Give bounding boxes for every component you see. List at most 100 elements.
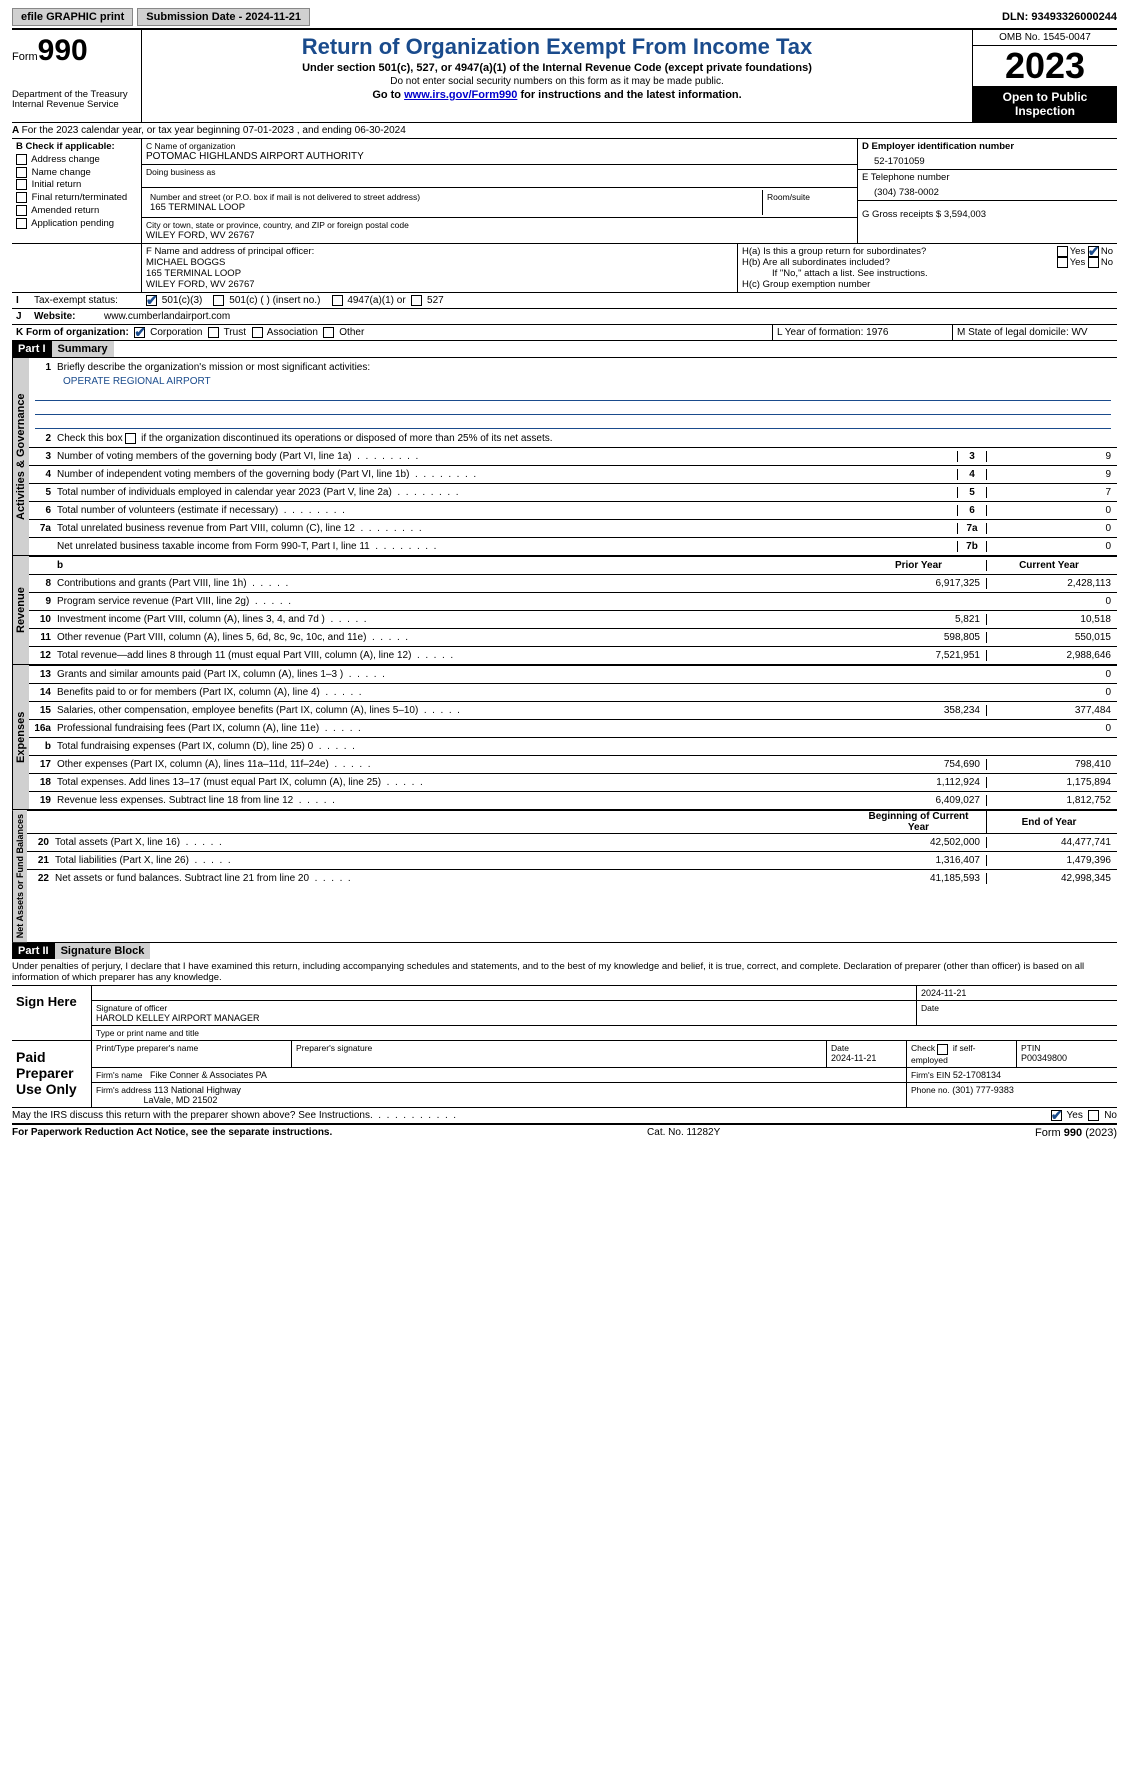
- type-name-label: Type or print name and title: [92, 1026, 1117, 1040]
- section-j: J Website: www.cumberlandairport.com: [12, 309, 1117, 325]
- website-value: www.cumberlandairport.com: [100, 309, 1117, 324]
- checkbox-address-change[interactable]: [16, 154, 27, 165]
- officer-city: WILEY FORD, WV 26767: [146, 279, 733, 290]
- summary-row: 9Program service revenue (Part VIII, lin…: [29, 592, 1117, 610]
- opt-corp: Corporation: [150, 327, 202, 338]
- org-info-grid: B Check if applicable: Address change Na…: [12, 139, 1117, 244]
- checkbox-501c[interactable]: [213, 295, 224, 306]
- ptin-value: P00349800: [1021, 1053, 1067, 1063]
- summary-row: 12Total revenue—add lines 8 through 11 (…: [29, 646, 1117, 664]
- checkbox-assoc[interactable]: [252, 327, 263, 338]
- opt-4947: 4947(a)(1) or: [347, 295, 405, 306]
- lbl-app-pending: Application pending: [31, 218, 114, 229]
- checkbox-amended[interactable]: [16, 205, 27, 216]
- state-domicile: M State of legal domicile: WV: [952, 325, 1117, 340]
- opt-501c: 501(c) ( ) (insert no.): [229, 295, 320, 306]
- sign-here-block: Sign Here 2024-11-21 Signature of office…: [12, 985, 1117, 1040]
- checkbox-corp[interactable]: [134, 327, 145, 338]
- section-c: C Name of organization POTOMAC HIGHLANDS…: [142, 139, 857, 243]
- lbl-amended: Amended return: [31, 205, 99, 216]
- checkbox-hb-no[interactable]: [1088, 257, 1099, 268]
- goto-post: for instructions and the latest informat…: [517, 89, 741, 101]
- form-header: Form990 Department of the Treasury Inter…: [12, 30, 1117, 123]
- dba-label: Doing business as: [146, 167, 853, 177]
- irs-no: No: [1104, 1110, 1117, 1121]
- ssn-warning: Do not enter social security numbers on …: [150, 76, 964, 87]
- ha-yes: Yes: [1070, 246, 1086, 257]
- part2-title: Signature Block: [55, 943, 151, 959]
- summary-row: bTotal fundraising expenses (Part IX, co…: [29, 737, 1117, 755]
- firm-name-label: Firm's name: [96, 1070, 143, 1080]
- summary-row: 22Net assets or fund balances. Subtract …: [27, 869, 1117, 887]
- checkbox-4947[interactable]: [332, 295, 343, 306]
- sig-officer-label: Signature of officer: [96, 1003, 912, 1013]
- part1-title: Summary: [52, 341, 114, 357]
- checkbox-527[interactable]: [411, 295, 422, 306]
- submission-date: Submission Date - 2024-11-21: [137, 8, 310, 26]
- l1-desc: Briefly describe the organization's miss…: [55, 361, 1117, 374]
- checkbox-initial-return[interactable]: [16, 179, 27, 190]
- vtab-expenses: Expenses: [12, 665, 29, 809]
- opt-501c3: 501(c)(3): [162, 295, 203, 306]
- sec-b-header: B Check if applicable:: [16, 141, 137, 154]
- part1-header-row: Part ISummary: [12, 341, 1117, 357]
- summary-row: 18Total expenses. Add lines 13–17 (must …: [29, 773, 1117, 791]
- officer-street: 165 TERMINAL LOOP: [146, 268, 733, 279]
- summary-row: 19Revenue less expenses. Subtract line 1…: [29, 791, 1117, 809]
- irs-yes: Yes: [1067, 1110, 1083, 1121]
- part2-hdr: Part II: [12, 943, 55, 959]
- checkbox-name-change[interactable]: [16, 167, 27, 178]
- checkbox-hb-yes[interactable]: [1057, 257, 1068, 268]
- lbl-name-change: Name change: [32, 167, 91, 178]
- phone-label: E Telephone number: [862, 172, 1113, 183]
- ptin-label: PTIN: [1021, 1043, 1040, 1053]
- gross-receipts: G Gross receipts $ 3,594,003: [862, 203, 1113, 220]
- officer-name: MICHAEL BOGGS: [146, 257, 733, 268]
- mission-line: [35, 415, 1111, 429]
- checkbox-trust[interactable]: [208, 327, 219, 338]
- tax-status-label: Tax-exempt status:: [30, 293, 142, 308]
- summary-row: 17Other expenses (Part IX, column (A), l…: [29, 755, 1117, 773]
- irs-link[interactable]: www.irs.gov/Form990: [404, 89, 517, 101]
- declaration-text: Under penalties of perjury, I declare th…: [12, 959, 1117, 985]
- checkbox-irs-yes[interactable]: [1051, 1110, 1062, 1121]
- lbl-address-change: Address change: [31, 154, 100, 165]
- checkbox-ha-yes[interactable]: [1057, 246, 1068, 257]
- form-label: Form: [12, 51, 38, 63]
- checkbox-ha-no[interactable]: [1088, 246, 1099, 257]
- efile-print-button[interactable]: efile GRAPHIC print: [12, 8, 133, 26]
- checkbox-self-employed[interactable]: [937, 1044, 948, 1055]
- form-subtitle: Under section 501(c), 527, or 4947(a)(1)…: [150, 62, 964, 74]
- checkbox-irs-no[interactable]: [1088, 1110, 1099, 1121]
- line-a-text: For the 2023 calendar year, or tax year …: [22, 125, 406, 136]
- summary-row: 20Total assets (Part X, line 16) . . . .…: [27, 833, 1117, 851]
- form-title: Return of Organization Exempt From Incom…: [150, 34, 964, 60]
- checkbox-501c3[interactable]: [146, 295, 157, 306]
- checkbox-other[interactable]: [323, 327, 334, 338]
- mission-line: [35, 401, 1111, 415]
- firm-addr2: LaVale, MD 21502: [144, 1095, 218, 1105]
- may-irs-text: May the IRS discuss this return with the…: [12, 1110, 373, 1121]
- sig-date: 2024-11-21: [917, 986, 1117, 1000]
- part2-header-row: Part IISignature Block: [12, 943, 1117, 959]
- part1-revenue: Revenue bPrior YearCurrent Year 8Contrib…: [12, 555, 1117, 664]
- checkbox-discontinued[interactable]: [125, 433, 136, 444]
- h-c-label: H(c) Group exemption number: [742, 279, 1113, 290]
- paid-preparer-block: Paid Preparer Use Only Print/Type prepar…: [12, 1040, 1117, 1107]
- ein-value: 52-1701059: [862, 152, 1113, 167]
- summary-row: 21Total liabilities (Part X, line 26) . …: [27, 851, 1117, 869]
- checkbox-final-return[interactable]: [16, 192, 27, 203]
- prep-phone: (301) 777-9383: [952, 1085, 1014, 1095]
- summary-row: 8Contributions and grants (Part VIII, li…: [29, 574, 1117, 592]
- paid-preparer-label: Paid Preparer Use Only: [12, 1041, 92, 1106]
- summary-row: 16aProfessional fundraising fees (Part I…: [29, 719, 1117, 737]
- checkbox-app-pending[interactable]: [16, 218, 27, 229]
- footer-mid: Cat. No. 11282Y: [332, 1127, 1035, 1139]
- h-note: If "No," attach a list. See instructions…: [742, 268, 1113, 279]
- col-end: End of Year: [987, 817, 1117, 828]
- hb-no: No: [1101, 257, 1113, 268]
- date-label: Date: [921, 1003, 1113, 1013]
- footer-left: For Paperwork Reduction Act Notice, see …: [12, 1127, 332, 1139]
- line-a-tax-year: A For the 2023 calendar year, or tax yea…: [12, 123, 1117, 139]
- section-fh: F Name and address of principal officer:…: [12, 244, 1117, 293]
